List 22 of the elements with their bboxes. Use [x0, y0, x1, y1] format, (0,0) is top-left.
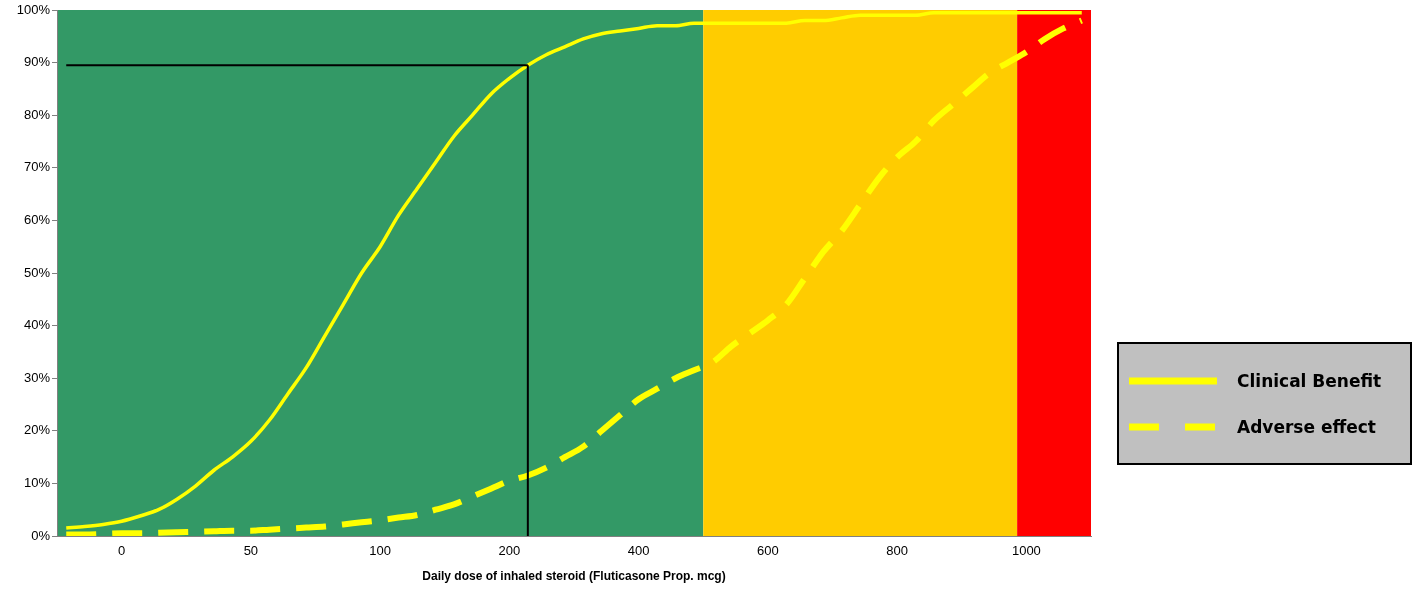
- x-tick-label: 100: [369, 543, 391, 559]
- y-tick-label: 20%: [23, 422, 51, 438]
- x-tick-label: 1000: [1011, 543, 1041, 559]
- y-tick-label: 50%: [23, 264, 51, 280]
- y-tick-label: 40%: [23, 317, 51, 333]
- x-axis-title: Daily dose of inhaled steroid (Fluticasone Prop. mcg): [422, 569, 726, 584]
- y-tick-label: 100%: [16, 1, 51, 17]
- y-tick-label: 70%: [23, 159, 51, 175]
- x-tick-label: 50: [243, 543, 259, 559]
- x-tick-label: 400: [627, 543, 650, 559]
- text: Clinical Benefit: [1237, 370, 1382, 391]
- x-tick-label: 800: [886, 543, 908, 559]
- y-tick-label: 10%: [23, 474, 51, 490]
- y-tick-label: 90%: [23, 54, 51, 70]
- y-tick-label: 0%: [31, 527, 51, 543]
- text: Adverse effect: [1237, 416, 1376, 437]
- x-tick-label: 200: [498, 543, 521, 559]
- x-tick-label: 0: [118, 543, 126, 559]
- y-tick-label: 80%: [23, 106, 51, 122]
- y-tick-label: 30%: [23, 369, 51, 385]
- y-tick-label: 60%: [23, 211, 51, 227]
- x-tick-label: 600: [757, 543, 779, 559]
